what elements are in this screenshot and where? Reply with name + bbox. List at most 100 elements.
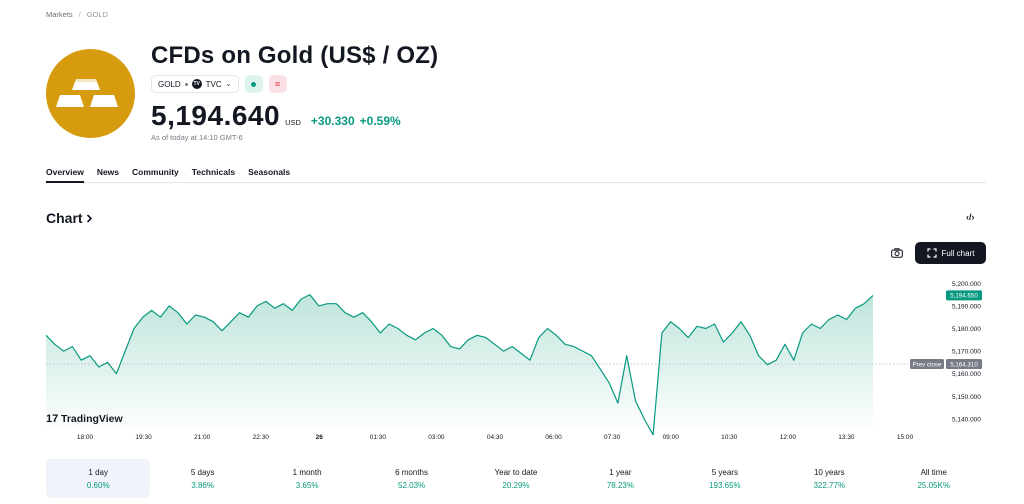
symbol-row: GOLD TV TVC ⌄ ≈ [151, 75, 287, 93]
approx-icon: ≈ [275, 79, 281, 89]
x-axis-tick-label: 12:00 [780, 434, 797, 441]
price-change: +30.330 [310, 114, 355, 128]
tab-seasonals[interactable]: Seasonals [248, 167, 291, 177]
x-axis-tick-label: 13:30 [838, 434, 855, 441]
prev-close-value-label: 5,164.310 [950, 361, 978, 368]
period-label: Year to date [494, 467, 538, 477]
x-axis-tick-label: 18:00 [77, 434, 94, 441]
period-6-months[interactable]: 6 months 52.03% [359, 459, 463, 498]
period-label: 6 months [395, 467, 428, 477]
period-label: 10 years [813, 467, 845, 477]
y-axis-tick-label: 5,170.000 [952, 349, 981, 356]
y-axis-tick-label: 5,190.000 [952, 303, 981, 310]
x-axis-tick-label: 01:30 [370, 434, 387, 441]
status-dot-icon [251, 81, 257, 87]
period-label: 1 month [292, 467, 322, 477]
chevron-right-icon [86, 213, 92, 223]
symbol-selector[interactable]: GOLD TV TVC ⌄ [151, 75, 239, 93]
period-value: 3.86% [191, 480, 214, 490]
period-value: 78.23% [606, 480, 634, 490]
chart-heading-link[interactable]: Chart [46, 210, 93, 226]
period-label: 5 years [711, 467, 738, 477]
tab-news[interactable]: News [96, 167, 120, 177]
price-line [45, 294, 874, 436]
full-chart-button[interactable]: Full chart [915, 242, 986, 264]
chevron-down-icon: ⌄ [225, 81, 232, 88]
y-axis-tick-label: 5,140.000 [952, 416, 981, 423]
price-change-percent: +0.59% [359, 114, 401, 128]
period-label: 1 day [88, 467, 108, 477]
x-axis-tick-label: 21:00 [194, 434, 211, 441]
breadcrumb-separator: / [78, 10, 81, 19]
period-value: 0.60% [86, 480, 110, 490]
price-area-fill [46, 294, 873, 435]
x-axis-tick-label: 10:30 [721, 434, 738, 441]
as-of-timestamp: As of today at 14:10 GMT-6 [151, 133, 243, 142]
breadcrumb: Markets / GOLD [46, 10, 108, 19]
period-1-year[interactable]: 1 year 78.23% [568, 459, 672, 498]
exchange-name: TVC [205, 79, 222, 89]
snapshot-button[interactable] [886, 242, 908, 264]
x-axis-tick-label: 22:30 [253, 434, 270, 441]
price-currency: USD [285, 118, 301, 127]
period-value: 25.05K% [917, 480, 950, 490]
gold-logo [46, 49, 135, 138]
prev-close-tag [910, 358, 944, 369]
tab-technicals[interactable]: Technicals [191, 167, 236, 177]
breadcrumb-current: GOLD [86, 10, 109, 19]
fullscreen-icon [926, 248, 937, 258]
price-chart-svg[interactable]: 5,200.000 5,190.000 5,180.000 5,170.000 5,16… [0, 270, 1024, 445]
y-axis-tick-label: 5,160.000 [952, 371, 981, 378]
breadcrumb-markets[interactable]: Markets [46, 10, 73, 19]
full-chart-label: Full chart [941, 248, 975, 258]
price-chart[interactable]: 5,200.000 5,190.000 5,180.000 5,170.000 5,16… [0, 270, 1024, 445]
period-1-month[interactable]: 1 month 3.65% [255, 459, 359, 498]
period-1-day[interactable]: 1 day 0.60% [46, 459, 151, 498]
period-value: 3.65% [295, 480, 319, 490]
watermark-text: TradingView [61, 413, 123, 425]
x-axis-tick-label: 15:00 [897, 434, 914, 441]
tab-overview[interactable]: Overview [46, 167, 84, 183]
period-value: 52.03% [397, 480, 426, 490]
x-axis-tick-label: 03:00 [428, 434, 445, 441]
period-value: 322.77% [813, 480, 846, 490]
y-axis-tick-label: 5,200.000 [952, 281, 981, 288]
period-all-time[interactable]: All time 25.05K% [882, 459, 986, 498]
x-axis-tick-label: 04:30 [487, 434, 504, 441]
symbol-code: GOLD [158, 79, 181, 89]
x-axis-tick-label: 09:00 [663, 434, 680, 441]
last-price-tag-label: 5,194.650 [950, 293, 978, 300]
period-year-to-date[interactable]: Year to date 20.29% [464, 459, 568, 498]
y-axis-tick-label: 5,150.000 [952, 394, 981, 401]
period-5-years[interactable]: 5 years 193.65% [673, 459, 777, 498]
period-label: 5 days [190, 467, 215, 477]
x-axis-tick-label: 26 [316, 434, 324, 441]
x-axis-tick-label: 06:00 [545, 434, 562, 441]
last-price: 5,194.640 [151, 100, 281, 131]
chart-heading-label: Chart [46, 210, 83, 226]
tv-logo-icon: TV [191, 79, 202, 89]
period-10-years[interactable]: 10 years 322.77% [777, 459, 881, 498]
x-axis-tick-label: 19:30 [135, 434, 152, 441]
market-open-badge[interactable] [244, 75, 263, 93]
period-label: All time [920, 467, 947, 477]
period-value: 193.65% [709, 480, 741, 490]
section-tabs: Overview News Community Technicals Seaso… [46, 167, 986, 183]
page-title: CFDs on Gold (US$ / OZ) [151, 42, 439, 69]
code-icon[interactable]: ‹/› [966, 212, 975, 222]
last-price-tag [946, 290, 982, 301]
price-row: 5,194.640 USD +30.330 +0.59% [151, 100, 401, 132]
tab-community[interactable]: Community [132, 167, 179, 177]
gold-bars-icon [56, 79, 118, 107]
separator-dot [184, 82, 188, 86]
period-value: 20.29% [502, 480, 530, 490]
period-label: 1 year [609, 467, 632, 477]
x-axis-tick-label: 07:30 [604, 434, 621, 441]
tv-watermark-icon: 17 [46, 413, 58, 425]
prev-close-value-tag [946, 358, 982, 369]
period-5-days[interactable]: 5 days 3.86% [150, 459, 254, 498]
cfd-badge[interactable]: ≈ [268, 75, 287, 93]
y-axis-tick-label: 5,180.000 [952, 326, 981, 333]
tradingview-watermark[interactable]: 17 TradingView [46, 413, 123, 425]
camera-icon [891, 248, 903, 258]
